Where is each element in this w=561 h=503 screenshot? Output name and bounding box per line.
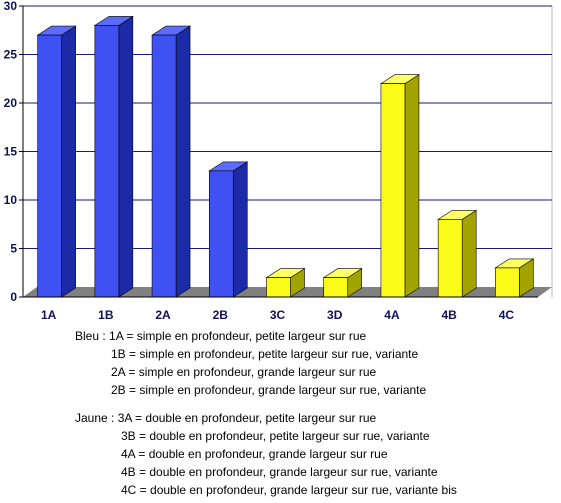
bar-4c bbox=[495, 267, 520, 298]
y-tick-label-25: 25 bbox=[4, 48, 18, 62]
x-tick-label-4c: 4C bbox=[499, 308, 515, 322]
x-tick-label-2b: 2B bbox=[213, 308, 229, 322]
bar-side-2b bbox=[232, 161, 248, 298]
x-tick-label-3c: 3C bbox=[270, 308, 286, 322]
legend-line-yellow-3a: Jaune : 3A = double en profondeur, petit… bbox=[75, 411, 377, 425]
legend-line-blue-2b: 2B = simple en profondeur, grande largeu… bbox=[111, 383, 427, 397]
y-tick-label-5: 5 bbox=[10, 242, 17, 256]
bar-chart: 0 5 10 15 20 25 30 1A 1B 2A 2B 3C 3D 4A 4B 4C bbox=[4, 0, 553, 322]
bar-3c bbox=[266, 277, 291, 298]
legend-line-blue-2a: 2A = simple en profondeur, grande largeu… bbox=[111, 365, 377, 379]
legend-line-blue-1a: Bleu : 1A = simple en profondeur, petite… bbox=[75, 329, 367, 343]
bar-side-4a bbox=[404, 74, 420, 298]
bar-4b bbox=[437, 219, 463, 298]
y-tick-label-15: 15 bbox=[4, 145, 18, 159]
bar-2b bbox=[208, 170, 234, 298]
bar-4a bbox=[380, 83, 406, 298]
bar-side-2a bbox=[175, 25, 191, 298]
legend-line-blue-1b: 1B = simple en profondeur, petite largeu… bbox=[111, 347, 419, 361]
x-tick-label-2a: 2A bbox=[155, 308, 171, 322]
x-tick-label-4b: 4B bbox=[441, 308, 457, 322]
bar-1a bbox=[37, 34, 62, 298]
bar-side-1a bbox=[61, 25, 76, 298]
y-tick-label-10: 10 bbox=[4, 193, 18, 207]
x-tick-label-3d: 3D bbox=[327, 308, 343, 322]
bar-3d bbox=[323, 277, 349, 298]
y-tick-label-30: 30 bbox=[4, 0, 18, 13]
legend-line-yellow-3b: 3B = double en profondeur, petite largeu… bbox=[121, 429, 430, 443]
x-tick-label-1a: 1A bbox=[41, 308, 57, 322]
x-tick-label-4a: 4A bbox=[384, 308, 400, 322]
bar-2a bbox=[151, 34, 177, 298]
legend-line-yellow-4b: 4B = double en profondeur, grande largeu… bbox=[121, 465, 438, 479]
bar-side-1b bbox=[118, 15, 134, 298]
bar-side-4b bbox=[461, 209, 477, 298]
legend-line-yellow-4a: 4A = double en profondeur, grande largeu… bbox=[121, 447, 388, 461]
y-tick-label-0: 0 bbox=[10, 290, 17, 304]
y-tick-label-20: 20 bbox=[4, 96, 18, 110]
bar-1b bbox=[94, 25, 120, 298]
x-tick-label-1b: 1B bbox=[98, 308, 114, 322]
legend-line-yellow-4c: 4C = double en profondeur, grande largeu… bbox=[121, 483, 457, 497]
